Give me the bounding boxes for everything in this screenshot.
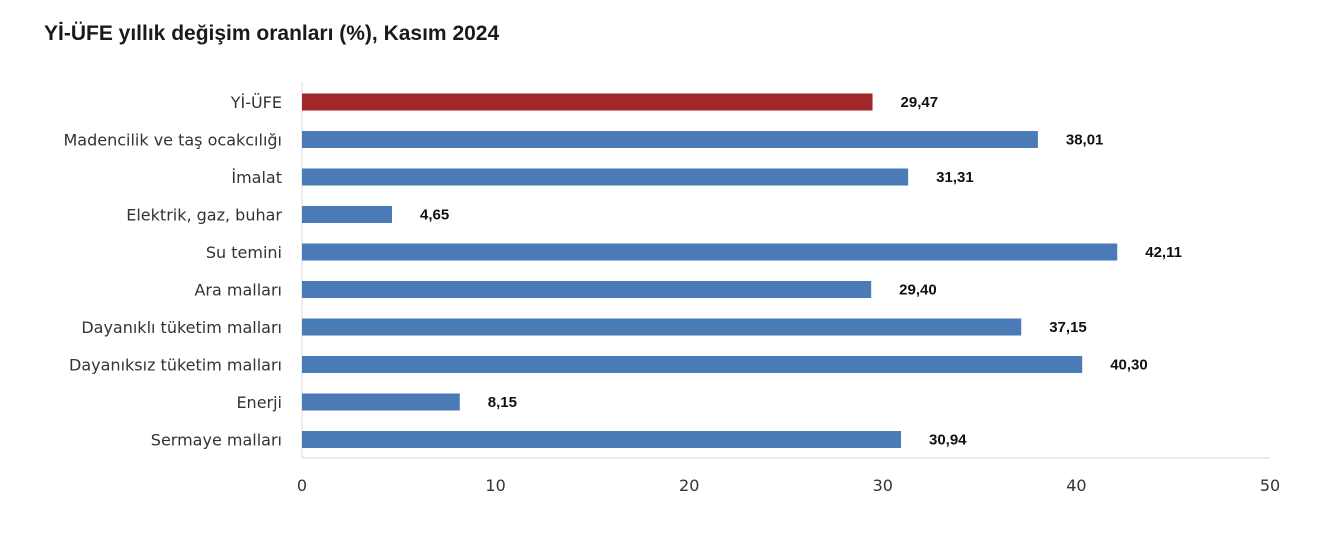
value-label: 8,15 <box>488 394 517 411</box>
chart-title: Yİ-ÜFE yıllık değişim oranları (%), Kası… <box>44 22 500 45</box>
value-label: 4,65 <box>420 207 449 224</box>
category-label: Madencilik ve taş ocakcılığı <box>63 131 282 150</box>
category-label: Yİ-ÜFE <box>230 93 282 112</box>
x-tick-label: 40 <box>1066 476 1086 495</box>
bar <box>302 356 1083 373</box>
bar <box>302 131 1038 148</box>
x-tick-label: 10 <box>485 476 505 495</box>
category-label: Dayanıksız tüketim malları <box>69 356 282 375</box>
value-label: 31,31 <box>936 169 974 186</box>
category-label: Ara malları <box>194 281 282 300</box>
bar <box>302 281 872 298</box>
bar <box>302 206 393 223</box>
bar <box>302 393 460 411</box>
value-label: 29,47 <box>901 94 939 111</box>
bar <box>302 243 1118 261</box>
x-tick-label: 50 <box>1260 476 1280 495</box>
bar <box>302 168 909 186</box>
x-tick-label: 30 <box>873 476 893 495</box>
value-label: 42,11 <box>1145 244 1182 261</box>
bar <box>302 93 873 111</box>
bar <box>302 431 901 448</box>
bar <box>302 318 1022 336</box>
category-label: Su temini <box>206 243 282 262</box>
category-label: Enerji <box>236 393 282 412</box>
value-labels: 29,47 38,01 31,31 4,65 42,11 29,40 37,15 40,30 8… <box>420 94 1182 449</box>
category-labels: Yİ-ÜFE Madencilik ve taş ocakcılığı İmalat… <box>63 93 282 450</box>
value-label: 29,40 <box>899 282 937 299</box>
x-tick-label: 20 <box>679 476 699 495</box>
category-label: İmalat <box>231 168 282 187</box>
bars <box>302 93 1118 448</box>
category-label: Sermaye malları <box>151 431 282 450</box>
category-label: Elektrik, gaz, buhar <box>126 206 282 225</box>
value-label: 37,15 <box>1049 319 1087 336</box>
value-label: 30,94 <box>929 432 967 449</box>
value-label: 40,30 <box>1110 357 1148 374</box>
value-label: 38,01 <box>1066 132 1104 149</box>
category-label: Dayanıklı tüketim malları <box>81 318 282 337</box>
x-tick-label: 0 <box>297 476 307 495</box>
tick-labels: 0 10 20 30 40 50 <box>297 476 1280 495</box>
